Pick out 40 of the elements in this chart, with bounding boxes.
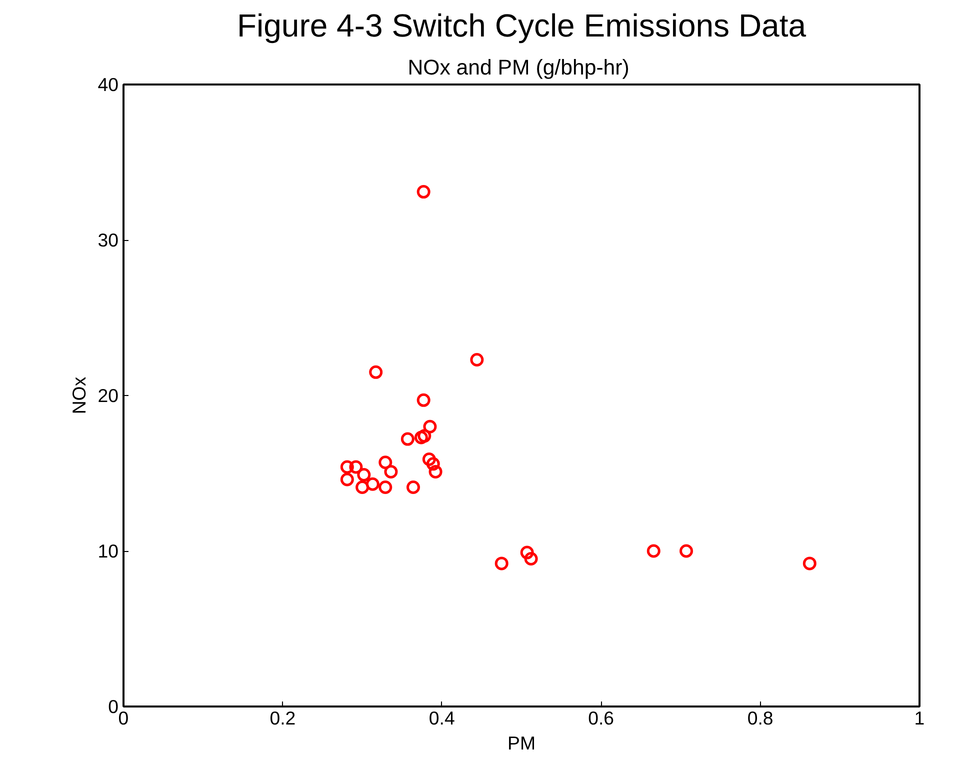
point [369, 365, 383, 379]
x-tick-label: 0.6 [588, 708, 614, 728]
point [378, 456, 392, 470]
x-tick-label: 0.4 [428, 708, 455, 728]
point [494, 556, 508, 570]
point [349, 460, 363, 474]
y-tick-label: 40 [98, 74, 119, 95]
x-axis-title: PM [508, 732, 536, 754]
point [414, 430, 428, 444]
point [378, 480, 392, 494]
point [384, 464, 398, 478]
point [422, 452, 436, 466]
point [418, 429, 432, 443]
point [406, 480, 420, 494]
chart-subtitle: NOx and PM (g/bhp-hr) [408, 56, 630, 80]
point [802, 556, 816, 570]
point [520, 546, 534, 560]
point [426, 457, 440, 471]
x-tick-label: 0.2 [270, 708, 296, 728]
point [357, 468, 371, 482]
y-tick-label: 20 [98, 385, 119, 406]
chart-title: Figure 4-3 Switch Cycle Emissions Data [236, 8, 806, 44]
point [470, 352, 484, 366]
x-tick-label: 0.8 [747, 708, 774, 728]
point [356, 480, 370, 494]
point [416, 393, 430, 407]
point [366, 477, 380, 491]
point [680, 544, 694, 558]
point [524, 552, 538, 566]
point [340, 460, 354, 474]
point [428, 464, 442, 478]
point [423, 420, 437, 434]
point [416, 185, 430, 199]
y-axis-title: NOx [68, 376, 90, 414]
y-tick-label: 30 [98, 230, 119, 250]
y-tick-label: 10 [98, 540, 119, 562]
point [646, 544, 660, 558]
point [400, 432, 414, 446]
point [340, 472, 354, 486]
x-tick-label: 1 [914, 708, 925, 728]
